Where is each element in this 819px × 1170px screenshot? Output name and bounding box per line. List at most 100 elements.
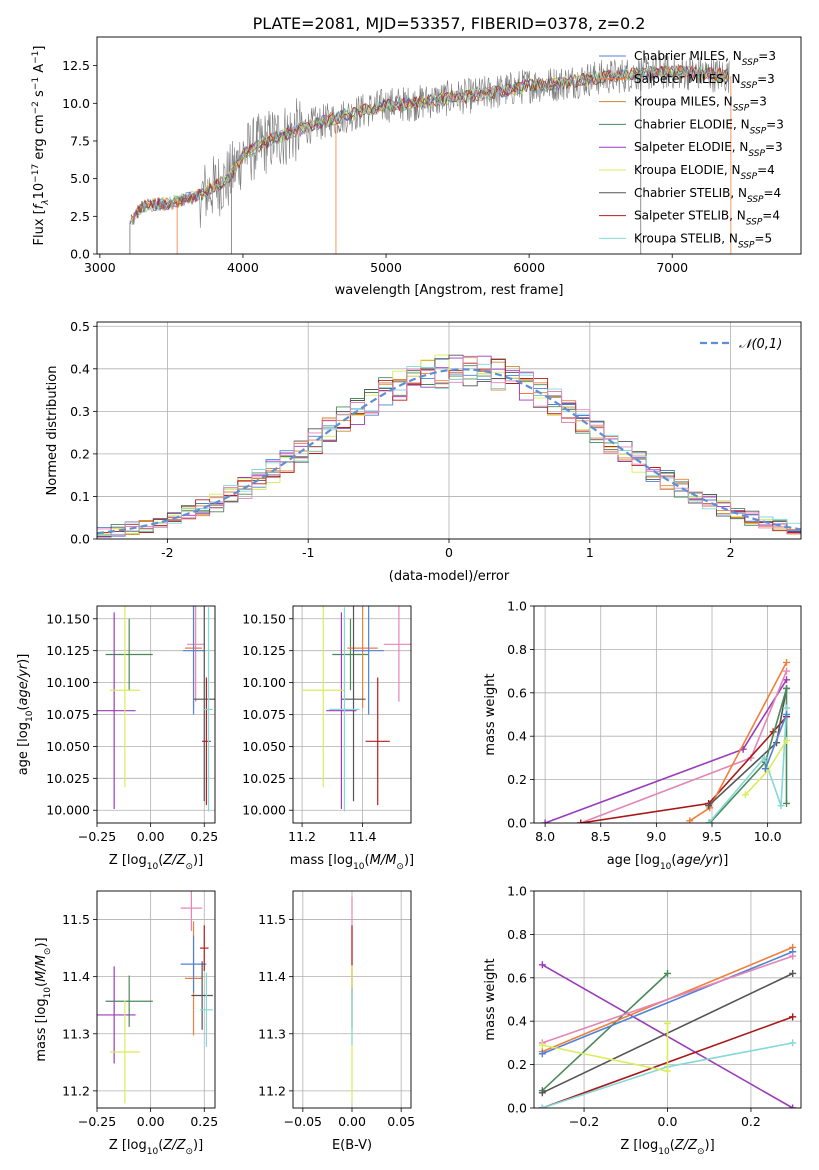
y-tick-label: 10.050: [242, 739, 286, 754]
x-tick-label: 0.00: [338, 1114, 366, 1129]
y-tick-label: 10.000: [46, 803, 90, 818]
axes-frame: [533, 605, 802, 824]
x-axis-label: mass [log10(M/M⊙)]: [290, 853, 414, 872]
x-tick-label: 9.5: [702, 829, 722, 844]
x-tick-label: 6000: [513, 260, 545, 275]
plot-area: [541, 658, 791, 823]
histogram-step-line: [97, 354, 801, 537]
y-tick-label: 1.0: [507, 599, 527, 614]
weight-series-line: [709, 688, 788, 823]
weight-point-marker: [538, 1050, 546, 1058]
histogram-step-line: [97, 354, 801, 535]
legend-entry: Salpeter ELODIE, NSSP=3: [634, 140, 783, 159]
x-tick-label: 1: [586, 545, 594, 560]
weight-series-line: [542, 1023, 669, 1073]
x-axis-label: age [log10(age/yr)]: [607, 853, 729, 872]
plot-area: [538, 943, 797, 1108]
y-tick-label: 11.4: [62, 969, 90, 984]
x-axis-label: E(B-V): [332, 1138, 372, 1153]
weight-point-marker: [783, 658, 791, 666]
weight-point-marker: [538, 1041, 546, 1049]
x-axis-label: Z [log10(Z/Z⊙)]: [620, 1138, 714, 1157]
legend-entry: Chabrier ELODIE, NSSP=3: [634, 117, 784, 136]
weight-point-marker: [686, 817, 694, 823]
weight-point-marker: [789, 952, 797, 960]
y-tick-label: 0.8: [507, 642, 527, 657]
figure-title: PLATE=2081, MJD=53357, FIBERID=0378, z=0…: [253, 14, 646, 33]
residual-histogram-panel: -2 -1 0 1 2 0.0 0.1 0.2 0.3 0.4 0.5 𝒩(0,1) (data-mod…: [45, 319, 802, 584]
y-tick-label: 10.150: [242, 611, 286, 626]
y-tick-label: 0.5: [70, 319, 90, 334]
legend-entry: Kroupa STELIB, NSSP=5: [634, 231, 772, 250]
weight-series-line: [708, 707, 788, 823]
weight-series-line: [580, 716, 788, 823]
weight-vs-age-panel: 8.0 8.5 9.0 9.5 10.0 0.0 0.2 0.4 0.6 0.8 1.0 age [l…: [483, 599, 802, 872]
y-tick-label: 0.0: [70, 532, 90, 547]
y-tick-label: 10.025: [46, 771, 90, 786]
y-tick-label: 10.125: [242, 643, 286, 658]
weight-series-line: [541, 972, 669, 1092]
spectrum-panel: 3000 4000 5000 6000 7000 0.0 2.5 5.0 7.5 10.0 12.5…: [31, 36, 802, 298]
y-axis-label: mass weight: [483, 958, 498, 1040]
y-tick-label: 11.5: [258, 912, 286, 927]
legend-entry: Kroupa ELODIE, NSSP=4: [634, 163, 775, 182]
y-axis-label: Flux [fλ10−17 erg cm−2 s−1 A−1]: [31, 46, 51, 246]
y-tick-label: 10.125: [46, 643, 90, 658]
weight-vs-metallicity-panel: −0.2 0.0 0.2 0.0 0.2 0.4 0.6 0.8 1.0 Z [log10(Z/Z…: [483, 884, 802, 1157]
x-tick-label: −0.25: [78, 829, 116, 844]
y-axis-label: mass [log10(M/M⊙)]: [34, 937, 53, 1061]
weight-point-marker: [777, 802, 785, 810]
y-tick-label: 0.0: [70, 247, 90, 262]
x-tick-label: 3000: [84, 260, 116, 275]
x-tick-label: 2: [727, 545, 735, 560]
x-axis-label: Z [log10(Z/Z⊙)]: [109, 853, 203, 872]
y-tick-label: 11.4: [258, 969, 286, 984]
y-tick-label: 10.075: [242, 707, 286, 722]
weight-point-marker: [783, 667, 791, 675]
weight-series-line: [580, 670, 788, 823]
y-tick-label: 12.5: [62, 58, 90, 73]
x-tick-label: 0.00: [137, 829, 165, 844]
y-tick-label: 0.2: [507, 1057, 527, 1072]
x-tick-label: -2: [161, 545, 173, 560]
weight-point-marker: [577, 819, 585, 823]
plot-area: [129, 54, 732, 254]
y-tick-label: 0.4: [507, 729, 527, 744]
weight-point-marker: [538, 1104, 546, 1108]
legend-entry: Chabrier MILES, NSSP=3: [634, 49, 776, 68]
y-tick-label: 11.2: [258, 1083, 286, 1098]
plot-area: [97, 354, 801, 538]
weight-point-marker: [783, 676, 791, 684]
weight-point-marker: [538, 1089, 546, 1097]
y-tick-label: 0.4: [70, 361, 90, 376]
weight-point-marker: [538, 961, 546, 969]
y-tick-label: 11.5: [62, 912, 90, 927]
axes-frame: [533, 890, 802, 1109]
weight-point-marker: [783, 684, 791, 692]
axes-frame: [96, 890, 216, 1109]
y-tick-label: 0.2: [507, 772, 527, 787]
x-tick-label: 11.2: [288, 829, 316, 844]
weight-point-marker: [664, 969, 671, 977]
mass-vs-extinction-panel: −0.05 0.00 0.05 11.2 11.3 11.4 11.5 E(B-V): [258, 890, 415, 1153]
model-spectrum-line: [134, 65, 729, 219]
x-tick-label: 9.0: [646, 829, 666, 844]
x-axis-label: wavelength [Angstrom, rest frame]: [335, 283, 564, 298]
x-tick-label: 4000: [227, 260, 259, 275]
weight-point-marker: [789, 969, 797, 977]
x-tick-label: -1: [302, 545, 314, 560]
model-spectrum-line: [133, 65, 730, 218]
weight-point-marker: [789, 1013, 797, 1021]
weight-point-marker: [783, 799, 791, 807]
y-tick-label: 0.3: [70, 404, 90, 419]
x-tick-label: 11.4: [349, 829, 377, 844]
y-tick-label: 10.000: [242, 803, 286, 818]
y-tick-label: 0.8: [507, 927, 527, 942]
y-tick-label: 10.050: [46, 739, 90, 754]
weight-point-marker: [705, 802, 713, 810]
y-tick-label: 10.0: [62, 96, 90, 111]
y-axis-label: mass weight: [483, 673, 498, 755]
weight-point-marker: [783, 711, 791, 718]
weight-point-marker: [741, 791, 749, 799]
y-tick-label: 10.100: [242, 675, 286, 690]
